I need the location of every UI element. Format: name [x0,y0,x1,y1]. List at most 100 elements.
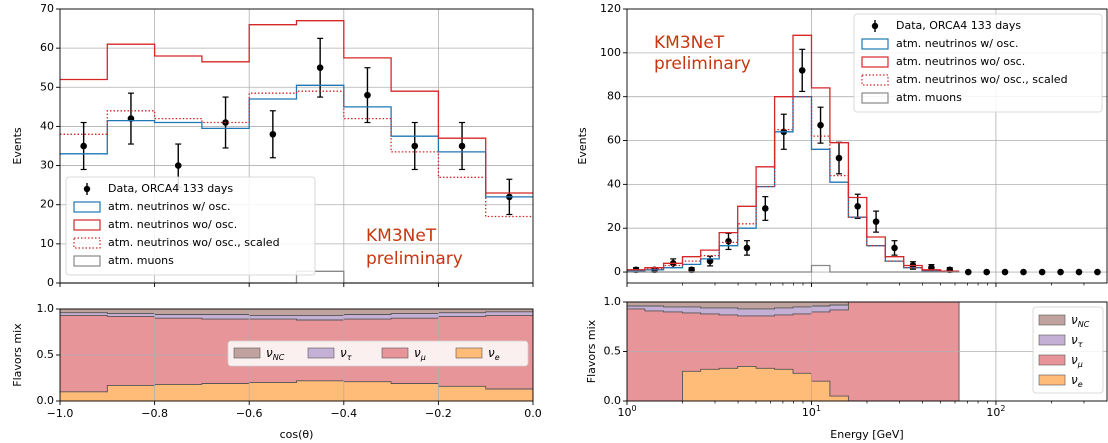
band-nu_nc [107,309,155,314]
band-nu_e [811,381,831,401]
band-nu_mu [792,313,812,374]
data-point [743,244,751,252]
band-nu_e [438,386,487,401]
x-axis-label: Energy [GeV] [830,428,903,441]
y-tick-label: 60 [607,134,621,147]
band-nu_nc [485,309,534,312]
legend-marker-4 [73,255,101,267]
legend-marker-point [83,185,91,193]
band-nu_tau [644,305,665,311]
band-nu_tau [792,306,812,314]
band-nu_nc [391,309,439,314]
band-nu_nc [774,302,794,308]
y-tick-label: 20 [607,221,621,234]
legend-box [65,176,316,276]
x-tick-label-base: 10 [986,406,1000,419]
legend-label-nu_e: νe [488,346,500,362]
band-nu_mu [644,310,665,401]
series-line-4 [627,264,960,273]
data-point [798,67,806,74]
legend-label-nu_mu: νμ [414,346,426,362]
band-nu_e [154,384,203,401]
x-tick-label: 100 [617,404,636,419]
legend-swatch-nu_tau [307,347,335,359]
band-nu_nc [700,302,720,308]
legend-label-nu_e: νe [1071,373,1083,389]
band-nu_mu [682,312,702,372]
flavor-subscript: τ [347,353,352,362]
flavor-subscript: NC [273,353,285,362]
chart-top-left: 0 10 20 30 40 50 60 70 Events Data, ORCA4 133 day… [11,2,534,289]
y-tick-label: 0.0 [604,394,622,407]
nu-symbol: ν [1071,373,1078,387]
legend-label: Data, ORCA4 133 days [108,182,233,195]
legend-label: atm. muons [896,91,962,104]
band-nu_tau [774,307,794,315]
x-tick-label-base: 10 [617,406,631,419]
band-nu_e [756,368,775,401]
legend-label: atm. neutrinos wo/ osc. [896,55,1025,68]
data-point [411,142,419,150]
legend-label: Data, ORCA4 133 days [896,19,1021,32]
band-nu_nc [438,309,487,313]
band-nu_e [737,366,757,401]
nu-symbol: ν [266,346,273,360]
data-point [364,91,371,99]
band-nu_e [391,383,439,401]
legend-label-nu_mu: νμ [1071,353,1083,369]
data-point [891,244,898,252]
band-nu_e [700,369,720,401]
band-nu_tau [627,305,646,309]
y-tick-label: 20 [40,198,54,211]
legend-marker-2 [73,219,101,231]
y-tick-label: 40 [40,119,54,132]
band-nu_tau [296,315,345,321]
nu-symbol: ν [414,346,421,360]
y-tick-label: 100 [600,46,621,59]
band-nu_e [682,371,702,401]
band-nu_tau [700,307,720,314]
legend-label-nu_tau: ντ [1071,333,1083,349]
legend-label: atm. neutrinos wo/ osc., scaled [108,236,280,249]
band-nu_nc [737,302,757,309]
band-nu_e [719,368,739,401]
x-tick-label: −0.8 [141,407,168,420]
band-nu_nc [792,302,812,307]
x-tick-label-exponent: 2 [1000,404,1005,413]
legend-label: atm. neutrinos wo/ osc. [108,218,237,231]
band-nu_mu [107,316,155,386]
band-nu_mu [811,311,831,382]
x-tick-label: 102 [986,404,1005,419]
flavor-subscript: μ [420,353,426,362]
band-nu_tau [811,305,831,312]
legend-marker-point [871,22,879,30]
data-point [964,268,972,276]
band-nu_tau [485,311,534,316]
y-axis-label: Events [576,127,589,165]
y-axis-label: Flavors mix [585,319,598,383]
y-tick-label: 0 [47,276,54,289]
flavor-subscript: τ [1078,340,1083,349]
band-nu_nc [811,302,831,306]
x-tick-label: 101 [802,404,821,419]
data-point [762,205,769,212]
band-nu_mu [737,315,757,367]
data-point [174,162,182,169]
legend-label-nu_nc: νNC [266,346,285,362]
nu-symbol: ν [1071,333,1078,347]
band-nu_e [296,380,345,401]
legend-swatch-nu_e [1038,374,1066,386]
y-tick-label: 120 [600,2,621,15]
band-nu_tau [737,308,757,316]
band-nu_nc [296,309,345,316]
plot-frame [626,8,1108,284]
chart-top-right: 0 20 40 60 80 100 120 Events Data, ORCA4 133 day… [576,2,1108,287]
annotation-km3net: KM3NeT [654,33,725,53]
band-nu_nc [829,302,849,305]
nu-symbol: ν [1071,313,1078,327]
band-nu_tau [719,307,739,315]
band-nu_tau [756,308,775,316]
x-tick-label-exponent: 0 [631,404,636,413]
y-tick-label: 50 [40,80,54,93]
x-tick-label: −1.0 [47,407,74,420]
